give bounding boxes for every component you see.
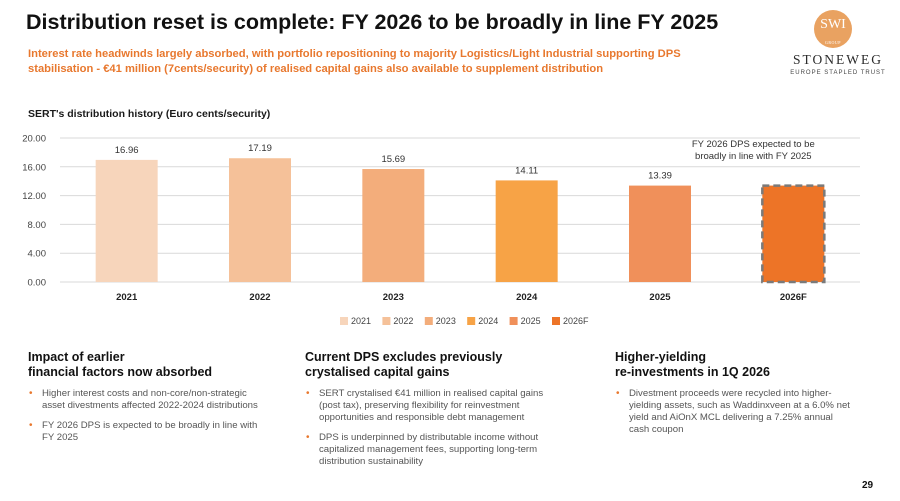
legend-swatch [509,317,518,325]
x-tick-label: 2021 [116,292,138,303]
chart-annotation: FY 2026 DPS expected to be [692,139,815,150]
x-tick-label: 2023 [383,292,404,303]
bar-2024 [495,180,558,282]
column-reinvestments: Higher-yielding re-investments in 1Q 202… [615,350,855,444]
legend-swatch [340,317,348,325]
column-impact: Impact of earlier financial factors now … [28,350,268,452]
bar-2021 [95,159,158,282]
column-heading: Current DPS excludes previously crystali… [305,350,545,380]
legend-swatch [467,317,476,325]
legend-swatch [552,317,560,325]
legend-label: 2026F [563,316,589,326]
page-number: 29 [862,480,874,491]
bar-2022 [229,158,291,282]
distribution-bar-chart: 0.00 4.00 8.00 12.00 16.00 20.00 16.96 2021 17.1… [22,134,860,326]
column-current-dps: Current DPS excludes previously crystali… [305,350,545,476]
bullet-item: DPS is underpinned by distributable inco… [305,432,545,468]
logo-name: STONEWEG [793,52,883,67]
logo-tagline: EUROPE STAPLED TRUST [790,70,886,76]
page-subtitle: Interest rate headwinds largely absorbed… [28,48,681,75]
legend-label: 2024 [478,316,498,326]
data-label: 15.69 [381,154,405,165]
legend-label: 2023 [436,316,456,326]
legend-label: 2022 [393,316,413,326]
bullet-list: Higher interest costs and non-core/non-s… [28,388,268,444]
data-label: 14.11 [515,165,538,176]
logo-mark: SWI GROUP [814,10,852,48]
page-title: Distribution reset is complete: FY 2026 … [26,10,719,34]
data-label: 16.96 [115,145,139,156]
bar-2023 [362,169,425,282]
heading-line: re-investments in 1Q 2026 [615,365,770,379]
y-tick-label: 20.00 [22,134,46,145]
legend-label: 2025 [521,316,541,326]
bullet-list: Divestment proceeds were recycled into h… [615,388,855,436]
bullet-item: SERT crystalised €41 million in realised… [305,388,545,424]
heading-line: Impact of earlier [28,350,125,364]
column-heading: Impact of earlier financial factors now … [28,350,268,380]
x-tick-label: 2024 [516,292,538,303]
heading-line: Current DPS excludes previously [305,350,503,364]
y-tick-label: 16.00 [22,162,46,173]
logo-mark-text: SWI [820,17,846,32]
bar-2026F [761,184,826,284]
bullet-item: Higher interest costs and non-core/non-s… [28,388,268,412]
bullet-list: SERT crystalised €41 million in realised… [305,388,545,468]
y-tick-label: 0.00 [28,278,47,289]
heading-line: financial factors now absorbed [28,365,213,379]
heading-line: crystalised capital gains [305,365,450,379]
logo-mark-small: GROUP [824,40,842,45]
heading-line: Higher-yielding [615,350,706,364]
bullet-item: Divestment proceeds were recycled into h… [615,388,855,436]
x-tick-label: 2026F [780,292,807,303]
x-tick-label: 2025 [649,292,671,303]
bullet-item: FY 2026 DPS is expected to be broadly in… [28,420,268,444]
chart-label: SERT's distribution history (Euro cents/… [28,108,271,120]
company-logo: SWI GROUP STONEWEG EUROPE STAPLED TRUST [788,10,888,80]
legend-swatch [382,317,391,325]
x-tick-label: 2022 [249,292,270,303]
y-tick-label: 12.00 [22,191,46,202]
chart-annotation: broadly in line with FY 2025 [695,151,812,162]
legend-label: 2021 [351,316,371,326]
y-tick-label: 4.00 [28,249,47,260]
column-heading: Higher-yielding re-investments in 1Q 202… [615,350,855,380]
bar-2025 [629,185,691,282]
data-label: 17.19 [248,143,272,154]
y-tick-label: 8.00 [28,220,47,231]
data-label: 13.39 [648,171,672,182]
legend-swatch [424,317,433,325]
